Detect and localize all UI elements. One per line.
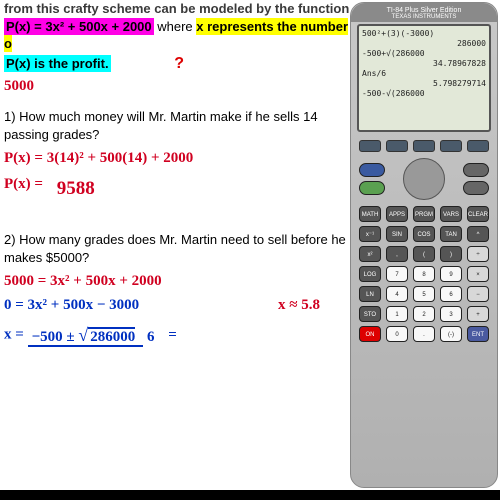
key[interactable]: 3 xyxy=(440,306,462,322)
key[interactable]: LN xyxy=(359,286,381,302)
fkey[interactable] xyxy=(386,140,408,152)
key[interactable]: (-) xyxy=(440,326,462,342)
key[interactable]: x⁻¹ xyxy=(359,226,381,242)
screen-line: 5.798279714 xyxy=(362,79,486,89)
screen-line: 500²+(3)(-3000) xyxy=(362,29,486,39)
key[interactable]: ÷ xyxy=(467,246,489,262)
key[interactable]: PRGM xyxy=(413,206,435,222)
key[interactable]: COS xyxy=(413,226,435,242)
formula-line: P(x) = 3x² + 500x + 2000 where x represe… xyxy=(4,18,350,53)
enter-key[interactable]: ENT xyxy=(467,326,489,342)
bottom-bar xyxy=(0,490,500,500)
key[interactable]: 4 xyxy=(386,286,408,302)
function-keys xyxy=(359,140,489,152)
key[interactable]: CLEAR xyxy=(467,206,489,222)
screen-line: 286000 xyxy=(362,39,486,49)
eq-2b-row: 0 = 3x² + 500x − 3000 x ≈ 5.8 xyxy=(4,293,350,317)
key[interactable]: − xyxy=(467,286,489,302)
calc-header: TI-84 Plus Silver Edition TEXAS INSTRUME… xyxy=(351,3,497,22)
trailing-equals: = xyxy=(168,327,177,343)
key[interactable]: 7 xyxy=(386,266,408,282)
keypad: MATH APPS PRGM VARS CLEAR x⁻¹ SIN COS TAN ^ x², (… xyxy=(351,134,497,352)
key[interactable]: 9 xyxy=(440,266,462,282)
fraction: −500 ± √286000 6 xyxy=(28,323,159,347)
eq-1b: P(x) = 9588 xyxy=(4,170,350,196)
key[interactable]: SIN xyxy=(386,226,408,242)
key[interactable]: APPS xyxy=(386,206,408,222)
key[interactable]: TAN xyxy=(440,226,462,242)
profit-highlight: P(x) is the profit. xyxy=(4,55,111,72)
key[interactable]: × xyxy=(467,266,489,282)
second-key[interactable] xyxy=(359,163,385,177)
denominator: 6 xyxy=(143,329,159,345)
fkey[interactable] xyxy=(467,140,489,152)
key[interactable]: + xyxy=(467,306,489,322)
mode-key[interactable] xyxy=(463,163,489,177)
screen-line: -500-√(286000 xyxy=(362,89,486,99)
calculator: TI-84 Plus Silver Edition TEXAS INSTRUME… xyxy=(350,2,498,488)
calc-brand: TEXAS INSTRUMENTS xyxy=(351,14,497,20)
eq-1b-left: P(x) = xyxy=(4,176,43,192)
key[interactable]: 2 xyxy=(413,306,435,322)
worksheet-content: from this crafty scheme can be modeled b… xyxy=(4,0,350,490)
intro-line: from this crafty scheme can be modeled b… xyxy=(4,0,350,18)
key[interactable]: LOG xyxy=(359,266,381,282)
calc-screen: 500²+(3)(-3000) 286000 -500+√(286000 34.… xyxy=(357,24,491,132)
fkey[interactable] xyxy=(359,140,381,152)
handwritten-5000: 5000 xyxy=(4,76,350,96)
key[interactable]: 5 xyxy=(413,286,435,302)
eq-2a: 5000 = 3x² + 500x + 2000 xyxy=(4,271,350,291)
numerator: −500 ± √286000 xyxy=(28,329,143,347)
x-equals: x = xyxy=(4,327,24,343)
key[interactable]: . xyxy=(413,326,435,342)
key-row: STO 123 + xyxy=(359,306,489,322)
key-row: x⁻¹ SIN COS TAN ^ xyxy=(359,226,489,242)
eq-2-answer: x ≈ 5.8 xyxy=(278,295,320,315)
key[interactable]: 0 xyxy=(386,326,408,342)
question-mark: ? xyxy=(174,55,184,72)
fkey[interactable] xyxy=(413,140,435,152)
key[interactable]: , xyxy=(386,246,408,262)
key-row: x², () ÷ xyxy=(359,246,489,262)
key[interactable]: VARS xyxy=(440,206,462,222)
eq-1b-result: 9588 xyxy=(57,178,95,199)
fkey[interactable] xyxy=(440,140,462,152)
key-row: LN 456− xyxy=(359,286,489,302)
control-row xyxy=(359,158,489,200)
question-1: 1) How much money will Mr. Martin make i… xyxy=(4,108,350,143)
key[interactable]: x² xyxy=(359,246,381,262)
key[interactable]: ^ xyxy=(467,226,489,242)
screen-line: 34.78967828 xyxy=(362,59,486,69)
on-key[interactable]: ON xyxy=(359,326,381,342)
del-key[interactable] xyxy=(463,181,489,195)
quadratic-formula: x = −500 ± √286000 6 = xyxy=(4,323,350,347)
key-row: LOG 789 × xyxy=(359,266,489,282)
key[interactable]: 1 xyxy=(386,306,408,322)
eq-1a: P(x) = 3(14)² + 500(14) + 2000 xyxy=(4,148,350,168)
dpad[interactable] xyxy=(403,158,445,200)
key[interactable]: ) xyxy=(440,246,462,262)
key[interactable]: ( xyxy=(413,246,435,262)
profit-line: P(x) is the profit. ? xyxy=(4,53,350,75)
key[interactable]: 8 xyxy=(413,266,435,282)
screen-line: -500+√(286000 xyxy=(362,49,486,59)
key[interactable]: MATH xyxy=(359,206,381,222)
key-row: MATH APPS PRGM VARS CLEAR xyxy=(359,206,489,222)
calc-model: TI-84 Plus Silver Edition xyxy=(351,7,497,14)
key[interactable]: STO xyxy=(359,306,381,322)
formula-highlight: P(x) = 3x² + 500x + 2000 xyxy=(4,18,154,35)
alpha-key[interactable] xyxy=(359,181,385,195)
key[interactable]: 6 xyxy=(440,286,462,302)
key-row: ON 0. (-) ENT xyxy=(359,326,489,342)
screen-line: Ans/6 xyxy=(362,69,486,79)
eq-2b: 0 = 3x² + 500x − 3000 xyxy=(4,295,139,315)
where-text: where xyxy=(154,19,197,34)
question-2: 2) How many grades does Mr. Martin need … xyxy=(4,231,350,266)
